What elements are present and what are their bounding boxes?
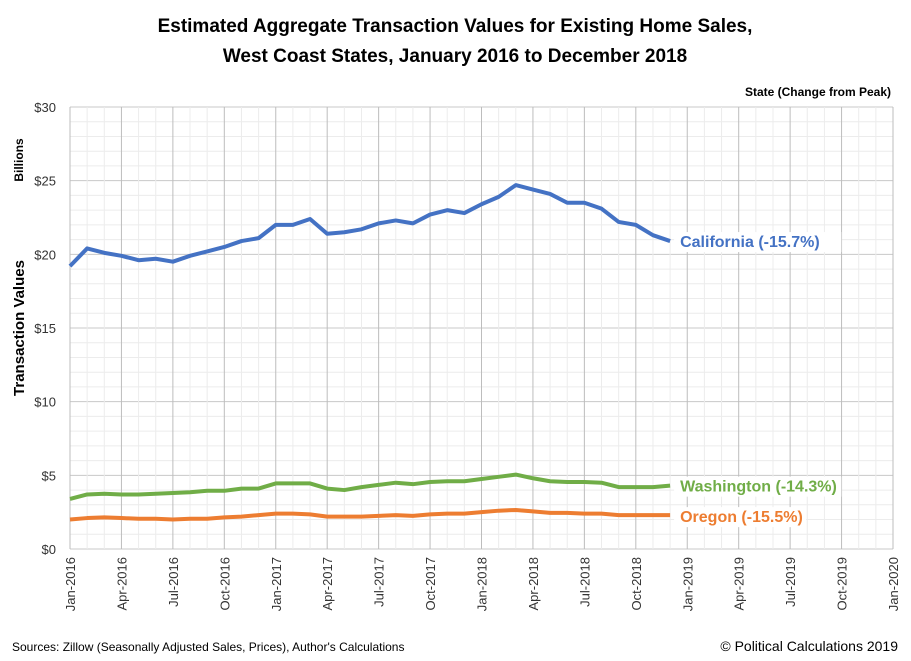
series-label: Washington (-14.3%)	[680, 479, 837, 496]
y-tick-label: $5	[42, 468, 56, 483]
x-tick-label: Apr-2018	[526, 557, 541, 610]
y-unit-label: Billions	[12, 138, 26, 182]
y-tick-label: $25	[34, 174, 56, 189]
x-tick-label: Apr-2017	[320, 557, 335, 610]
x-tick-label: Jan-2019	[680, 557, 695, 611]
y-axis-label: Transaction Values	[11, 260, 28, 396]
series-label-background	[674, 232, 842, 253]
legend-title: State (Change from Peak)	[745, 85, 891, 99]
sources-note: Sources: Zillow (Seasonally Adjusted Sal…	[12, 640, 404, 654]
series-line-oregon	[69, 507, 671, 522]
y-tick-label: $0	[42, 542, 56, 557]
x-tick-label: Oct-2018	[629, 557, 644, 610]
chart-title-line-1: Estimated Aggregate Transaction Values f…	[158, 16, 753, 37]
series-label-background	[674, 476, 842, 497]
x-tick-label: Oct-2017	[423, 557, 438, 610]
series-line-washington	[69, 472, 671, 501]
x-tick-label: Jan-2017	[269, 557, 284, 611]
y-tick-label: $10	[34, 395, 56, 410]
x-tick-label: Oct-2016	[217, 557, 232, 610]
x-tick-label: Apr-2019	[732, 557, 747, 610]
x-tick-label: Jul-2018	[577, 557, 592, 607]
chart-title-line-2: West Coast States, January 2016 to Decem…	[223, 46, 687, 67]
x-tick-label: Oct-2019	[835, 557, 850, 610]
x-tick-label: Jul-2019	[783, 557, 798, 607]
series-label: California (-15.7%)	[680, 234, 820, 251]
x-ticks: Jan-2016 Apr-2016 Jul-2016 Oct-2016 Jan-2017…	[63, 557, 901, 611]
series-label: Oregon (-15.5%)	[680, 509, 803, 526]
x-tick-label: Jan-2018	[475, 557, 490, 611]
series-lines: California (-15.7%) Washington (-14.3%) Or…	[68, 183, 842, 528]
x-tick-label: Jul-2016	[166, 557, 181, 607]
y-tick-label: $20	[34, 247, 56, 262]
copyright: © Political Calculations 2019	[720, 638, 898, 654]
y-tick-label: $30	[34, 100, 56, 115]
x-tick-label: Jan-2016	[63, 557, 78, 611]
y-tick-label: $15	[34, 321, 56, 336]
x-tick-label: Jul-2017	[372, 557, 387, 607]
grid	[69, 106, 894, 550]
x-tick-label: Apr-2016	[114, 557, 129, 610]
series-label-background	[674, 507, 807, 528]
y-ticks: $0 $5 $10 $15 $20 $25 $30	[34, 100, 56, 557]
x-tick-label: Jan-2020	[886, 557, 901, 611]
series-line-california	[68, 183, 671, 268]
